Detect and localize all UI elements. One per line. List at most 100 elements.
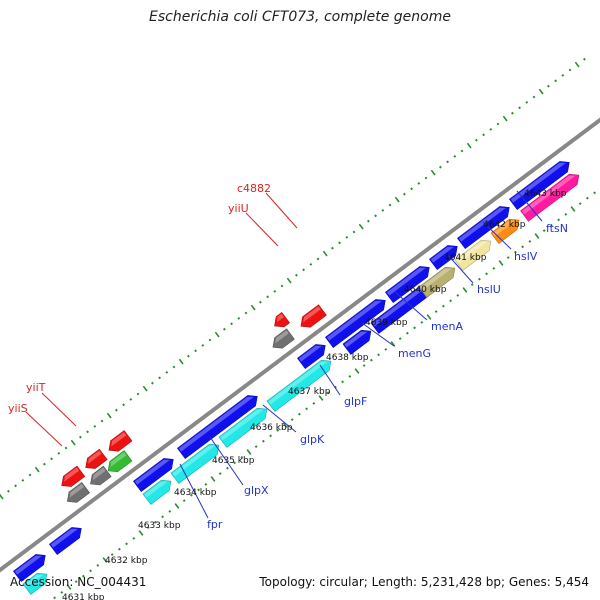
gene-arrow[interactable] — [170, 443, 220, 484]
gene-label[interactable]: fpr — [207, 518, 223, 531]
gene-feature[interactable] — [90, 465, 112, 486]
gene-arrow[interactable] — [85, 448, 108, 469]
dotted-guides — [0, 57, 597, 600]
gene-leader-line — [265, 192, 298, 229]
gene-arrow[interactable] — [218, 407, 268, 448]
gene-arrow[interactable] — [142, 479, 172, 505]
gene-arrow[interactable] — [61, 465, 86, 487]
guide-dot — [424, 176, 428, 180]
gene-label[interactable]: menA — [431, 320, 463, 333]
guide-dot — [521, 245, 525, 249]
gene-arrow[interactable] — [108, 430, 133, 452]
gene-label[interactable]: yiiS — [8, 402, 28, 415]
gene-feature[interactable] — [418, 266, 456, 298]
gene-feature[interactable] — [85, 448, 108, 469]
gene-arrow[interactable] — [12, 554, 46, 583]
gene-arrow[interactable] — [90, 465, 112, 486]
gene-arrow[interactable] — [176, 395, 258, 460]
guide-dot — [305, 407, 309, 411]
gene-arrow[interactable] — [418, 266, 456, 298]
guide-dot — [381, 209, 385, 212]
gene-arrow[interactable] — [22, 572, 48, 595]
gene-feature[interactable] — [454, 239, 492, 271]
gene-arrow[interactable] — [520, 173, 580, 222]
gene-feature[interactable] — [142, 479, 172, 505]
kbp-tick-label: 4634 kbp — [174, 488, 217, 498]
gene-arrow[interactable] — [266, 359, 332, 412]
gene-feature[interactable] — [12, 554, 46, 583]
gene-arrow[interactable] — [274, 311, 291, 328]
guide-dot — [138, 530, 144, 536]
gene-feature[interactable] — [107, 450, 133, 473]
gene-feature[interactable] — [296, 344, 326, 370]
gene-arrow[interactable] — [296, 344, 326, 370]
gene-label[interactable]: menG — [398, 347, 431, 360]
gene-label[interactable]: hslU — [477, 283, 501, 296]
gene-feature[interactable] — [324, 299, 386, 349]
gene-leader-line — [446, 253, 474, 284]
gene-leader-line — [361, 322, 395, 347]
guide-dot — [60, 590, 64, 594]
gene-label[interactable]: yiiT — [26, 381, 46, 394]
gene-label[interactable]: glpX — [244, 484, 269, 497]
label-leaders — [25, 190, 543, 519]
guide-dot — [352, 230, 356, 234]
gene-feature[interactable] — [22, 572, 48, 595]
gene-arrow-highlight — [510, 162, 566, 203]
gene-feature[interactable] — [520, 173, 580, 222]
gene-arrow[interactable] — [66, 481, 91, 503]
guide-dot — [441, 304, 445, 308]
gene-label[interactable]: ftsN — [546, 222, 568, 235]
guide-dot — [498, 260, 504, 266]
gene-arrow[interactable] — [132, 458, 174, 493]
gene-arrow[interactable] — [324, 299, 386, 349]
gene-label[interactable]: c4882 — [237, 182, 271, 195]
gene-feature[interactable] — [456, 206, 510, 250]
gene-leader-line — [394, 291, 428, 321]
guide-dot — [269, 434, 273, 438]
gene-feature[interactable] — [108, 430, 133, 452]
gene-feature[interactable] — [61, 465, 86, 487]
gene-arrow[interactable] — [107, 450, 133, 473]
guide-dot — [240, 456, 244, 459]
gene-feature[interactable] — [272, 328, 295, 349]
gene-feature[interactable] — [490, 218, 520, 244]
guide-dot — [57, 452, 61, 455]
kbp-tick-label: 4636 kbp — [250, 423, 293, 433]
gene-arrow[interactable] — [342, 329, 372, 355]
gene-feature[interactable] — [170, 443, 220, 484]
guide-dot — [122, 403, 125, 407]
gene-arrow[interactable] — [490, 218, 520, 244]
gene-feature[interactable] — [132, 458, 174, 493]
gene-feature[interactable] — [66, 481, 91, 503]
guide-dot — [42, 462, 46, 466]
gene-feature[interactable] — [176, 395, 258, 460]
guide-dot — [115, 408, 118, 412]
gene-arrow[interactable] — [454, 239, 492, 271]
gene-feature[interactable] — [266, 359, 332, 412]
guide-dot — [456, 294, 460, 297]
guide-dot — [154, 520, 157, 524]
guide-dot — [302, 268, 306, 272]
gene-feature[interactable] — [300, 304, 327, 328]
gene-feature[interactable] — [48, 527, 82, 556]
gene-arrow[interactable] — [300, 304, 327, 328]
gene-feature[interactable] — [274, 311, 291, 328]
gene-feature[interactable] — [218, 407, 268, 448]
gene-arrow[interactable] — [272, 328, 295, 349]
guide-dot — [564, 213, 568, 216]
gene-leader-line — [262, 404, 297, 433]
guide-dot — [276, 429, 280, 432]
gene-arrow[interactable] — [48, 527, 82, 556]
gene-label[interactable]: glpF — [344, 395, 367, 408]
gene-arrow[interactable] — [508, 161, 570, 211]
gene-label[interactable]: yiiU — [228, 202, 249, 215]
gene-label[interactable]: glpK — [300, 433, 325, 446]
gene-feature[interactable] — [428, 245, 458, 271]
guide-dot — [525, 100, 529, 104]
gene-arrow[interactable] — [428, 245, 458, 271]
gene-arrow[interactable] — [456, 206, 510, 250]
gene-label[interactable]: hslV — [514, 250, 538, 263]
gene-feature[interactable] — [342, 329, 372, 355]
gene-feature[interactable] — [508, 161, 570, 211]
